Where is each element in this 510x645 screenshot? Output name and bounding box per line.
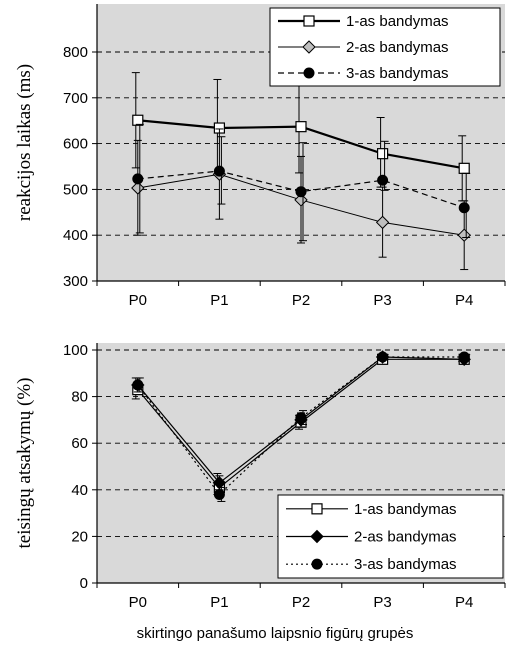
- y-tick-label: 400: [63, 227, 88, 244]
- data-point: [295, 412, 307, 424]
- data-point: [294, 193, 308, 207]
- data-point: [377, 148, 389, 160]
- data-point: [457, 228, 471, 242]
- legend-label: 2-as bandymas: [354, 529, 457, 546]
- legend-label: 3-as bandymas: [346, 65, 449, 82]
- y-axis-label: teisingų atsakymų (%): [14, 378, 35, 549]
- data-point: [212, 476, 227, 490]
- y-tick-label: 20: [71, 528, 88, 545]
- y-tick-label: 300: [63, 273, 88, 290]
- data-point: [213, 488, 225, 500]
- legend: 1-as bandymas 2-as bandymas 3-as bandymas: [277, 494, 504, 579]
- y-axis-label: reakcijos laikas (ms): [14, 64, 35, 221]
- data-point: [458, 162, 470, 174]
- chart-panel-1: 300 400 500 600 700 800 P0 P1 P2 P3 P4 reakcijos la…: [14, 4, 506, 309]
- series-3: [132, 351, 471, 502]
- data-point: [458, 202, 470, 214]
- series-line: [137, 356, 465, 496]
- legend-marker: [311, 558, 323, 570]
- y-tick-label: 100: [63, 342, 88, 359]
- y-tick-label: 0: [80, 575, 88, 592]
- y-tick-label: 700: [63, 90, 88, 107]
- chart-panel-2: 0 20 40 60 80 100 P0 P1 P2 P3 P4 teisingų atsakymų …: [14, 342, 506, 642]
- y-tick-label: 60: [71, 435, 88, 452]
- data-point: [213, 165, 225, 177]
- legend-label: 2-as bandymas: [346, 39, 449, 56]
- legend-marker: [303, 15, 315, 27]
- series-line: [137, 170, 465, 209]
- y-tick-label: 800: [63, 44, 88, 61]
- x-tick-label: P3: [373, 292, 391, 309]
- x-axis-label: skirtingo panašumo laipsnio figūrų grupė…: [137, 625, 414, 642]
- legend-marker: [303, 67, 315, 79]
- x-tick-label: P1: [210, 594, 228, 611]
- x-tick-label: P2: [292, 292, 310, 309]
- legend-label: 1-as bandymas: [346, 13, 449, 30]
- x-tick-label: P4: [455, 292, 473, 309]
- data-point: [132, 173, 144, 185]
- x-tick-label: P3: [373, 594, 391, 611]
- x-tick-label: P0: [129, 292, 147, 309]
- data-point: [132, 379, 144, 391]
- data-point: [132, 114, 144, 126]
- series-2: [131, 128, 471, 271]
- x-tick-label: P1: [210, 292, 228, 309]
- legend-label: 3-as bandymas: [354, 556, 457, 573]
- y-tick-label: 500: [63, 181, 88, 198]
- y-tick-label: 80: [71, 389, 88, 406]
- data-point: [375, 215, 390, 230]
- x-tick-label: P2: [292, 594, 310, 611]
- legend-marker: [302, 40, 316, 54]
- legend: 1-as bandymas 2-as bandymas 3-as bandymas: [269, 7, 501, 87]
- data-point: [295, 121, 307, 133]
- y-tick-label: 600: [63, 136, 88, 153]
- data-point: [377, 174, 389, 186]
- legend-marker: [310, 529, 324, 544]
- legend-marker: [311, 503, 323, 515]
- data-point: [295, 186, 307, 198]
- y-tick-label: 40: [71, 482, 88, 499]
- data-point: [131, 181, 145, 195]
- data-point: [377, 351, 389, 363]
- series-3: [132, 123, 471, 242]
- legend-label: 1-as bandymas: [354, 501, 457, 518]
- data-point: [458, 351, 470, 363]
- x-tick-label: P4: [455, 594, 473, 611]
- x-tick-label: P0: [129, 594, 147, 611]
